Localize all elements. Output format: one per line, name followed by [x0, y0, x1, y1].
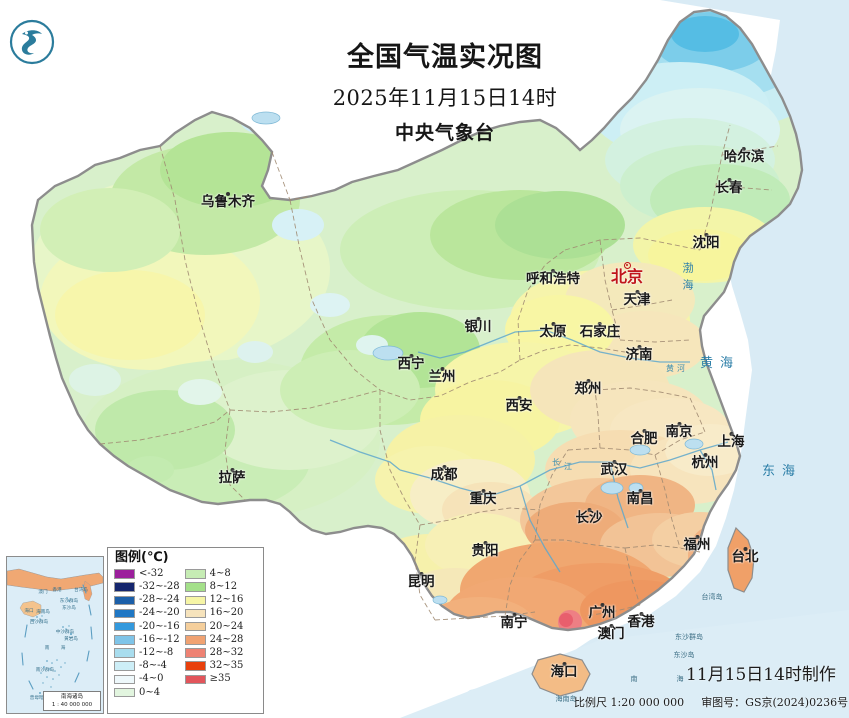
legend-item-right-1: 8~12 — [184, 580, 244, 593]
legend-swatch — [114, 648, 135, 658]
legend-swatch — [114, 687, 135, 698]
legend-item-left-1: -32~-28 — [114, 580, 180, 593]
legend-swatch — [114, 661, 135, 671]
review-number-label: 审图号：GS京(2024)0236号 — [701, 696, 849, 709]
legend-column-left: <-32 -32~-28 -28~-24 -24~-20 -20~-16 -16~-12 -… — [114, 567, 180, 699]
legend-swatch — [184, 674, 206, 685]
legend-range-label: -20~-16 — [139, 620, 180, 632]
inset-island-label-0: 澳门 — [38, 590, 48, 595]
legend-item-right-3: 16~20 — [184, 607, 244, 620]
legend-swatch — [114, 582, 135, 592]
legend-item-right-8: ≥35 — [184, 673, 244, 686]
legend-range-label: 4~8 — [209, 567, 231, 579]
legend-item-left-8: -4~0 — [114, 673, 180, 686]
legend-item-right-5: 24~28 — [184, 633, 244, 646]
inset-island-label-7: 西沙群岛 — [29, 620, 49, 625]
footer-info: 比例尺 1:20 000 000 审图号：GS京(2024)0236号 — [574, 694, 848, 710]
legend-item-right-0: 4~8 — [184, 567, 244, 580]
legend-swatch — [114, 608, 135, 619]
legend-swatch — [184, 621, 206, 632]
inset-island-label-6: 海南岛 — [36, 610, 50, 615]
legend-range-label: -16~-12 — [139, 633, 180, 645]
legend-item-left-9: 0~4 — [114, 686, 180, 699]
inset-island-label-11: 海 — [60, 646, 66, 651]
legend-swatch — [184, 661, 206, 671]
inset-island-label-8: 中沙群岛 — [55, 630, 75, 635]
legend-range-label: 0~4 — [139, 686, 161, 698]
inset-scale-box: 南海诸岛 1 : 40 000 000 — [43, 690, 101, 711]
legend-swatch — [184, 635, 206, 645]
legend-item-left-2: -28~-24 — [114, 594, 180, 607]
legend-range-label: <-32 — [139, 567, 164, 579]
legend-swatch — [114, 595, 135, 606]
legend-item-left-4: -20~-16 — [114, 620, 180, 633]
legend-swatch — [184, 608, 206, 619]
legend-swatch — [184, 648, 206, 658]
inset-name-label: 南海诸岛 — [60, 693, 83, 700]
temperature-legend: 图例(℃) <-32 -32~-28 -28~-24 -24~-20 -20~-16 -1… — [107, 547, 264, 714]
legend-swatch — [114, 621, 135, 632]
legend-swatch — [114, 635, 135, 645]
legend-item-right-7: 32~35 — [184, 660, 244, 673]
legend-item-right-2: 12~16 — [184, 594, 244, 607]
legend-item-left-3: -24~-20 — [114, 607, 180, 620]
legend-range-label: 8~12 — [209, 581, 238, 593]
legend-range-label: -4~0 — [139, 673, 164, 685]
legend-item-right-6: 28~32 — [184, 646, 244, 659]
inset-scale-value: 1 : 40 000 000 — [51, 701, 93, 708]
legend-swatch — [114, 569, 135, 579]
inset-island-label-13: 曾母暗沙 — [29, 696, 49, 701]
cma-dragon-logo-icon — [8, 18, 56, 66]
inset-island-label-10: 南 — [44, 646, 50, 651]
legend-item-left-0: <-32 — [114, 567, 180, 580]
legend-range-label: -12~-8 — [139, 647, 174, 659]
legend-item-left-7: -8~-4 — [114, 660, 180, 673]
inset-island-label-5: 海口 — [24, 609, 34, 614]
legend-range-label: -8~-4 — [139, 660, 167, 672]
inset-island-label-4: 东沙岛 — [62, 606, 76, 611]
inset-island-label-3: 东沙群岛 — [59, 599, 79, 604]
legend-range-label: 24~28 — [209, 633, 244, 645]
inset-island-label-9: 黄岩岛 — [64, 637, 78, 642]
legend-swatch — [184, 582, 206, 592]
inset-island-label-12: 南沙群岛 — [35, 668, 55, 673]
legend-title: 图例(℃) — [115, 550, 169, 565]
legend-swatch — [184, 569, 206, 579]
legend-range-label: 32~35 — [209, 660, 244, 672]
inset-island-label-1: 香港 — [52, 588, 62, 593]
made-time-label: 11月15日14时制作 — [686, 665, 836, 685]
legend-range-label: -28~-24 — [139, 594, 180, 606]
map-scale-label: 比例尺 1:20 000 000 — [574, 696, 685, 709]
legend-swatch — [114, 674, 135, 685]
legend-range-label: -32~-28 — [139, 581, 180, 593]
legend-item-right-4: 20~24 — [184, 620, 244, 633]
legend-column-right: 4~8 8~12 12~16 16~20 20~24 24~28 28~32 32~35 ≥35 — [184, 567, 244, 699]
legend-range-label: 16~20 — [209, 607, 244, 619]
legend-item-left-5: -16~-12 — [114, 633, 180, 646]
legend-range-label: -24~-20 — [139, 607, 180, 619]
south-china-sea-inset-map: 澳门 香港 台湾岛东沙群岛东沙岛海口 海南岛西沙群岛中沙群岛黄岩岛南 海南沙群岛曾母暗沙… — [6, 556, 104, 714]
legend-item-left-6: -12~-8 — [114, 646, 180, 659]
legend-range-label: 20~24 — [209, 620, 244, 632]
inset-island-label-2: 台湾岛 — [74, 588, 88, 593]
legend-swatch — [184, 595, 206, 606]
legend-range-label: ≥35 — [209, 673, 231, 685]
legend-range-label: 28~32 — [209, 647, 244, 659]
legend-range-label: 12~16 — [209, 594, 244, 606]
